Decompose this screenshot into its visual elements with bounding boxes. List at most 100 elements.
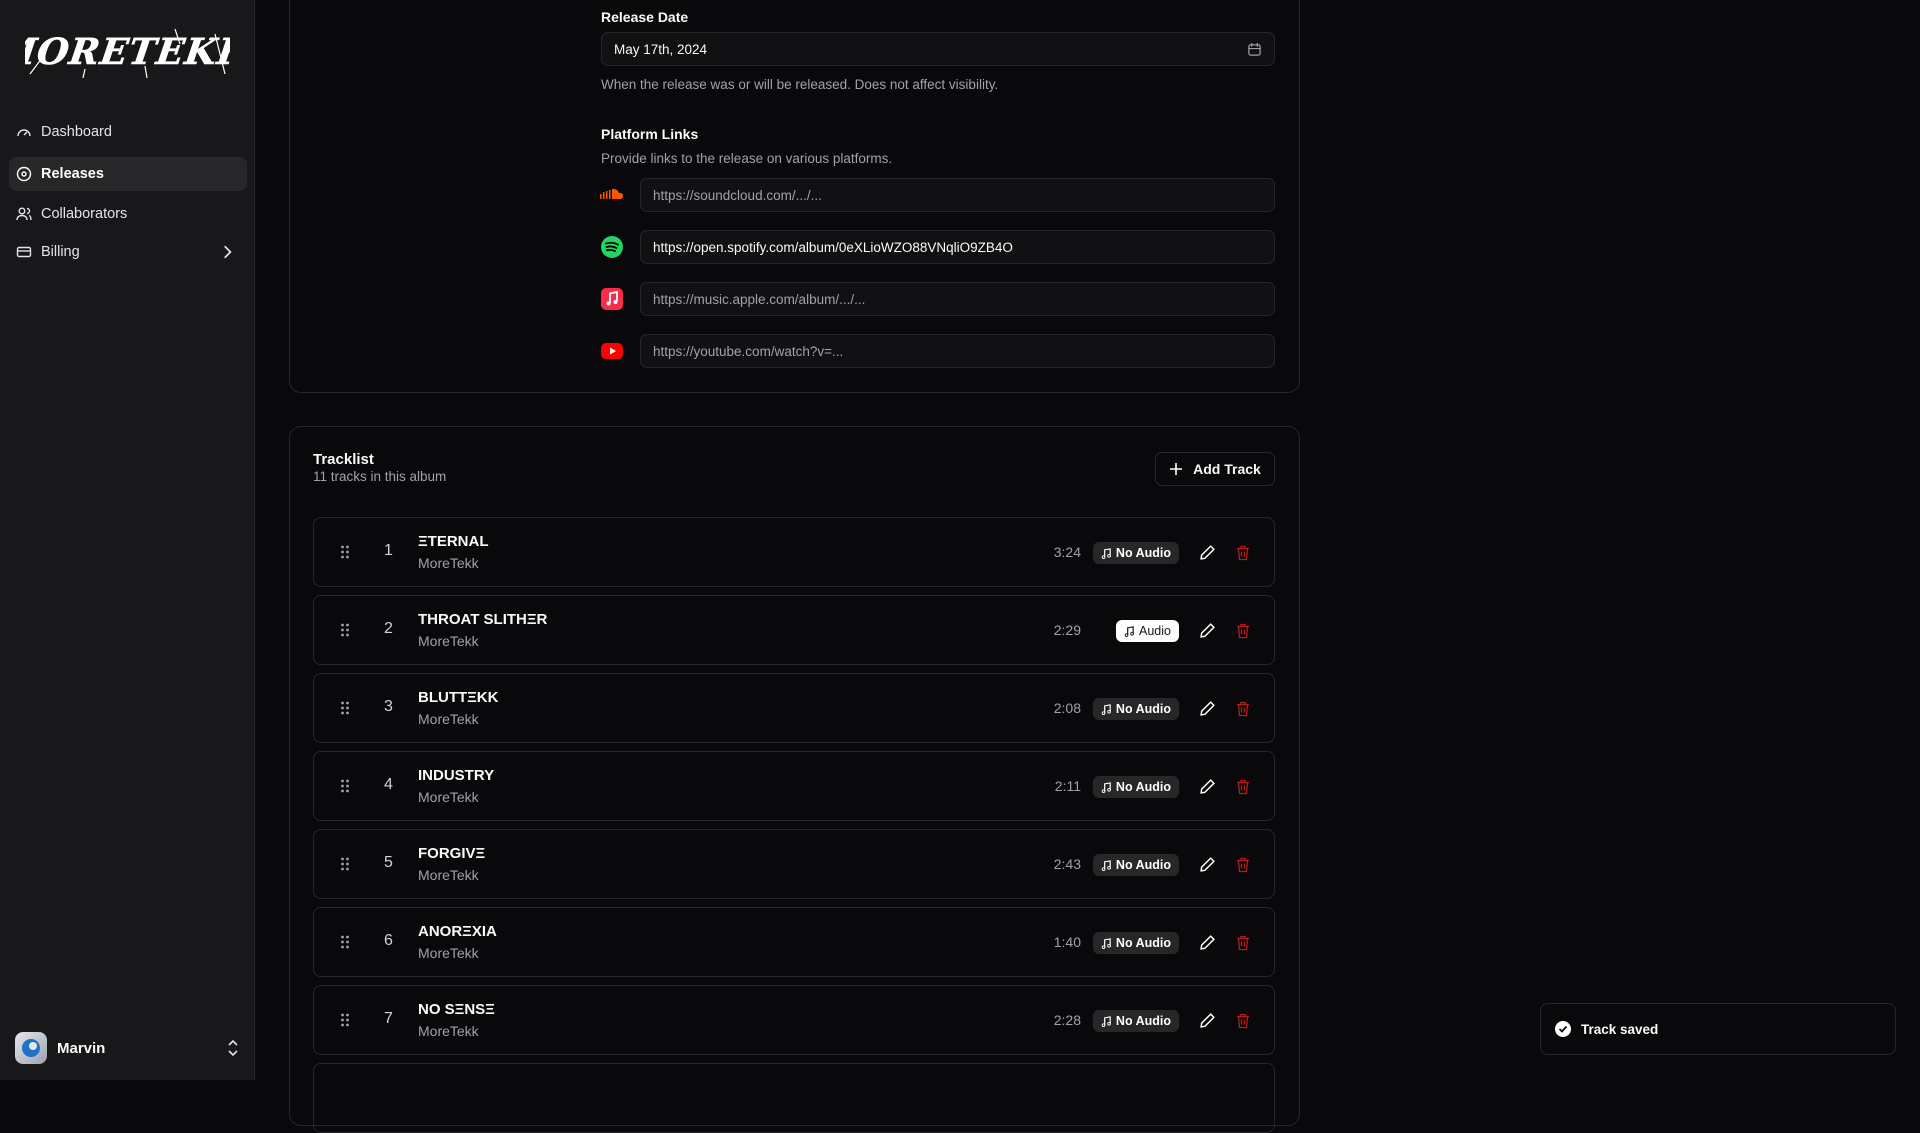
track-row[interactable]: 4 INDUSTRY MoreTekk 2:11 No Audio: [313, 751, 1275, 821]
pencil-icon[interactable]: [1199, 544, 1216, 561]
grip-vertical-icon[interactable]: [340, 544, 350, 560]
chevron-right-icon: [224, 245, 232, 259]
audio-status-badge: No Audio: [1092, 854, 1179, 876]
sidebar-item-label: Collaborators: [41, 206, 128, 222]
pencil-icon[interactable]: [1199, 856, 1216, 873]
track-row[interactable]: 2 THROAT SLITHΞR MoreTekk 2:29 Audio: [313, 595, 1275, 665]
spotify-icon: [601, 236, 623, 258]
grip-vertical-icon[interactable]: [340, 934, 350, 950]
user-menu[interactable]: Marvin: [15, 1030, 240, 1066]
audio-status-badge: No Audio: [1092, 776, 1179, 798]
track-number: 6: [384, 932, 393, 949]
trash-icon[interactable]: [1235, 700, 1251, 717]
gauge-icon: [17, 129, 31, 137]
track-number: 7: [384, 1010, 393, 1027]
trash-icon[interactable]: [1235, 622, 1251, 639]
soundcloud-link-input[interactable]: https://soundcloud.com/.../...: [640, 178, 1275, 212]
calendar-icon: [1248, 42, 1261, 56]
platform-links-help: Provide links to the release on various …: [601, 151, 893, 166]
trash-icon[interactable]: [1235, 1012, 1251, 1029]
user-name: Marvin: [57, 1039, 106, 1057]
youtube-link-input[interactable]: https://youtube.com/watch?v=...: [640, 334, 1275, 368]
track-artist: MoreTekk: [418, 555, 479, 571]
apple-music-icon: [601, 288, 623, 310]
audio-status-badge: No Audio: [1092, 542, 1179, 564]
pencil-icon[interactable]: [1199, 700, 1216, 717]
tracklist-title: Tracklist: [313, 451, 374, 468]
grip-vertical-icon[interactable]: [340, 622, 350, 638]
soundcloud-icon: [600, 188, 624, 199]
moretekk-logo[interactable]: MORETEKK: [25, 24, 230, 78]
apple-music-link-input[interactable]: https://music.apple.com/album/.../...: [640, 282, 1275, 316]
track-row[interactable]: 3 BLUTTΞKK MoreTekk 2:08 No Audio: [313, 673, 1275, 743]
track-duration: 2:08: [1053, 700, 1081, 716]
track-artist: MoreTekk: [418, 711, 479, 727]
music-note-icon: [1101, 1015, 1111, 1027]
track-number: 3: [384, 698, 393, 715]
sidebar: MORETEKK Dashboard Releases Collaborators B…: [0, 0, 255, 1080]
track-number: 4: [384, 776, 393, 793]
add-track-button[interactable]: Add Track: [1155, 452, 1275, 486]
track-row[interactable]: 6 ANORΞXIA MoreTekk 1:40 No Audio: [313, 907, 1275, 977]
plus-icon: [1170, 463, 1183, 475]
audio-status-badge: Audio: [1116, 620, 1179, 642]
check-circle-icon: [1555, 1021, 1571, 1037]
track-number: 1: [384, 542, 393, 559]
pencil-icon[interactable]: [1199, 778, 1216, 795]
audio-status-badge: No Audio: [1092, 1010, 1179, 1032]
platform-links-label: Platform Links: [601, 126, 699, 142]
grip-vertical-icon[interactable]: [340, 778, 350, 794]
spotify-link-input[interactable]: https://open.spotify.com/album/0eXLioWZO…: [640, 230, 1275, 264]
track-title: THROAT SLITHΞR: [418, 611, 548, 628]
track-number: 2: [384, 620, 393, 637]
track-title: ANORΞXIA: [418, 923, 497, 940]
track-artist: MoreTekk: [418, 867, 479, 883]
track-row[interactable]: 5 FORGIVΞ MoreTekk 2:43 No Audio: [313, 829, 1275, 899]
disc-icon: [16, 166, 32, 182]
chevrons-up-down-icon: [228, 1039, 238, 1057]
pencil-icon[interactable]: [1199, 622, 1216, 639]
grip-vertical-icon[interactable]: [340, 1012, 350, 1028]
release-date-picker[interactable]: May 17th, 2024: [601, 32, 1275, 66]
track-row-partial[interactable]: [313, 1063, 1275, 1133]
trash-icon[interactable]: [1235, 544, 1251, 561]
music-note-icon: [1101, 547, 1111, 559]
music-note-icon: [1101, 781, 1111, 793]
track-title: INDUSTRY: [418, 767, 495, 784]
release-date-label: Release Date: [601, 9, 689, 25]
track-title: ΞTERNAL: [418, 533, 489, 550]
music-note-icon: [1124, 625, 1134, 637]
music-note-icon: [1101, 859, 1111, 871]
audio-status-badge: No Audio: [1092, 932, 1179, 954]
track-row[interactable]: 1 ΞTERNAL MoreTekk 3:24 No Audio: [313, 517, 1275, 587]
track-duration: 2:29: [1053, 622, 1081, 638]
sidebar-item-collaborators[interactable]: Collaborators: [9, 197, 247, 231]
audio-status-badge: No Audio: [1092, 698, 1179, 720]
sidebar-item-dashboard[interactable]: Dashboard: [9, 115, 247, 149]
track-artist: MoreTekk: [418, 1023, 479, 1039]
track-duration: 3:24: [1053, 544, 1081, 560]
track-row[interactable]: 7 NO SΞNSΞ MoreTekk 2:28 No Audio: [313, 985, 1275, 1055]
track-duration: 2:43: [1053, 856, 1081, 872]
release-date-help: When the release was or will be released…: [601, 77, 999, 92]
svg-text:MORETEKK: MORETEKK: [25, 30, 230, 73]
track-duration: 1:40: [1053, 934, 1081, 950]
pencil-icon[interactable]: [1199, 934, 1216, 951]
avatar: [15, 1032, 47, 1064]
track-title: NO SΞNSΞ: [418, 1001, 495, 1018]
track-duration: 2:28: [1053, 1012, 1081, 1028]
pencil-icon[interactable]: [1199, 1012, 1216, 1029]
sidebar-item-releases[interactable]: Releases: [9, 157, 247, 191]
track-title: FORGIVΞ: [418, 845, 486, 862]
credit-card-icon: [16, 246, 32, 258]
track-number: 5: [384, 854, 393, 871]
grip-vertical-icon[interactable]: [340, 856, 350, 872]
sidebar-item-label: Releases: [41, 166, 104, 182]
track-artist: MoreTekk: [418, 633, 479, 649]
trash-icon[interactable]: [1235, 778, 1251, 795]
grip-vertical-icon[interactable]: [340, 700, 350, 716]
trash-icon[interactable]: [1235, 934, 1251, 951]
sidebar-item-label: Billing: [41, 244, 80, 260]
trash-icon[interactable]: [1235, 856, 1251, 873]
sidebar-item-billing[interactable]: Billing: [9, 235, 247, 269]
